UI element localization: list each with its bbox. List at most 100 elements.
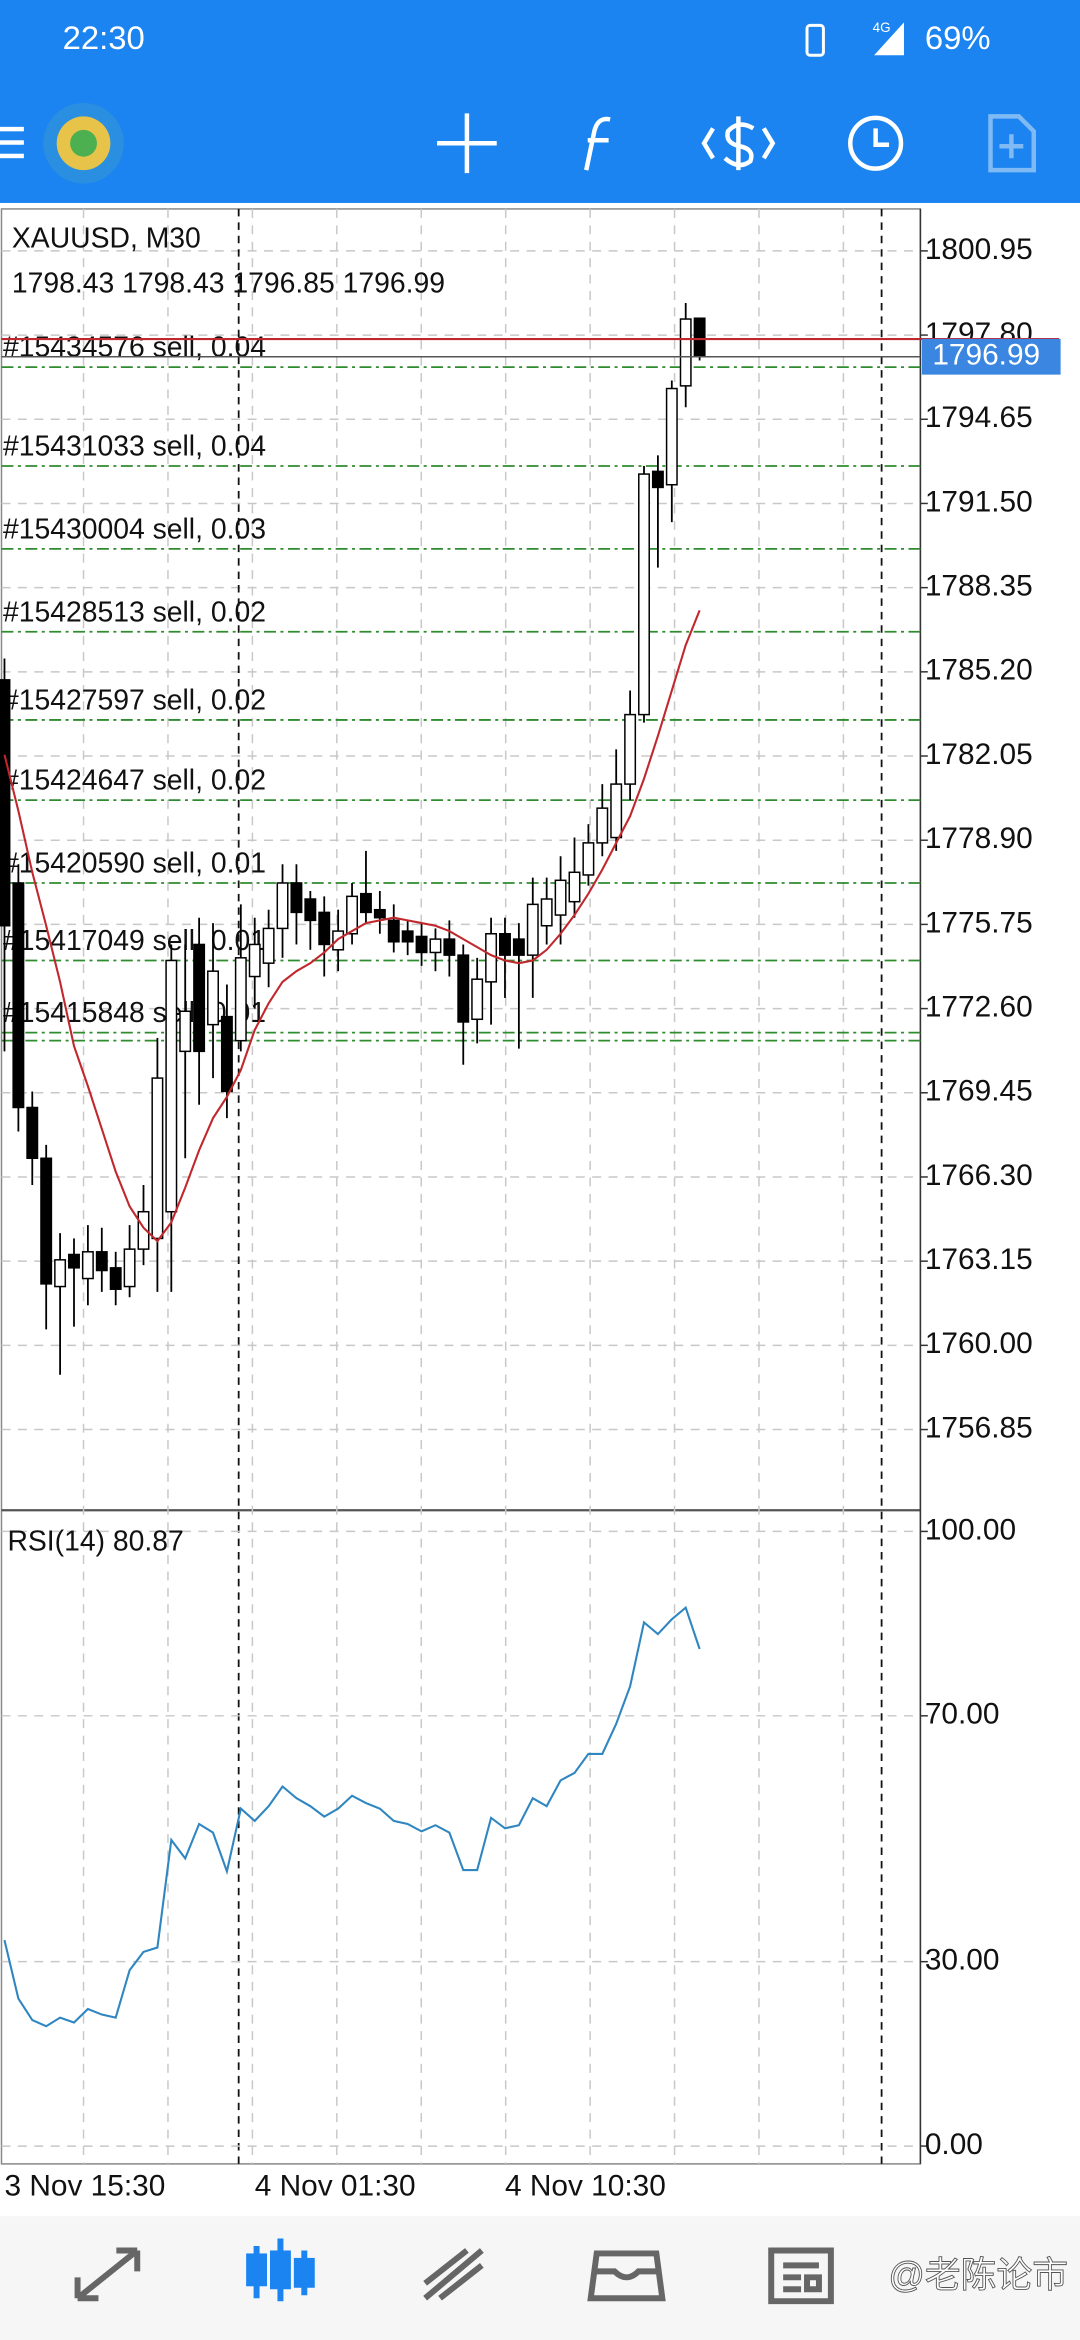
history-tab[interactable] bbox=[587, 2250, 666, 2302]
order-label: #15424647 sell, 0.02 bbox=[3, 765, 266, 797]
order-label: #15430004 sell, 0.03 bbox=[3, 513, 266, 545]
candle-body bbox=[499, 933, 511, 956]
moving-average-line bbox=[3, 609, 701, 1243]
ohlc-readout: 1798.43 1798.43 1796.85 1796.99 bbox=[12, 268, 445, 300]
order-label: #15431033 sell, 0.04 bbox=[3, 431, 266, 463]
candle-body bbox=[276, 882, 289, 930]
watermark: @老陈论市 bbox=[889, 2255, 1068, 2295]
candle-body bbox=[512, 938, 525, 956]
trade-tab[interactable] bbox=[423, 2248, 484, 2301]
candle-body bbox=[582, 842, 595, 876]
y-tick-label: 1782.05 bbox=[925, 738, 1033, 771]
candle-body bbox=[429, 938, 442, 954]
y-tick-label: 1769.45 bbox=[925, 1075, 1033, 1108]
y-tick-label: 1788.35 bbox=[925, 570, 1033, 603]
candle-body bbox=[318, 911, 331, 946]
candle-body bbox=[346, 895, 359, 935]
candle-body bbox=[443, 938, 456, 956]
crosshair-button[interactable] bbox=[437, 113, 497, 174]
y-tick-label: 1756.85 bbox=[925, 1411, 1033, 1444]
new-order-button[interactable] bbox=[988, 114, 1036, 173]
candle-body bbox=[123, 1248, 136, 1288]
candle-body bbox=[485, 933, 498, 983]
candle-body bbox=[651, 470, 664, 489]
candle-body bbox=[568, 871, 581, 903]
candle-body bbox=[373, 908, 386, 919]
chart-frame bbox=[0, 208, 922, 2165]
price-label: 1796.99 bbox=[932, 339, 1040, 372]
order-label: #15420590 sell, 0.01 bbox=[3, 848, 266, 880]
candle-body bbox=[179, 1010, 192, 1053]
candle-body bbox=[471, 978, 484, 1021]
candle-body bbox=[151, 1077, 164, 1240]
order-label: #15427597 sell, 0.02 bbox=[3, 685, 266, 717]
candle-body bbox=[12, 882, 25, 1109]
candle-body bbox=[679, 318, 692, 387]
x-tick-label: 4 Nov 01:30 bbox=[255, 2170, 416, 2203]
candle-body bbox=[109, 1267, 122, 1290]
candle-body bbox=[401, 930, 414, 943]
rsi-line bbox=[3, 1605, 701, 2028]
candle-body bbox=[68, 1253, 80, 1269]
app-bar bbox=[0, 0, 1080, 203]
y-tick-label: 100.00 bbox=[925, 1513, 1016, 1546]
candle-body bbox=[95, 1251, 108, 1272]
chart-title: RSI(14) 80.87 bbox=[7, 1526, 183, 1558]
candle-body bbox=[693, 317, 706, 358]
y-tick-label: 1772.60 bbox=[925, 990, 1033, 1023]
news-tab[interactable] bbox=[768, 2247, 834, 2305]
candle-body bbox=[359, 892, 372, 914]
candle-body bbox=[665, 387, 678, 486]
candle-body bbox=[290, 882, 303, 914]
x-tick-label: 4 Nov 10:30 bbox=[505, 2170, 666, 2203]
candle-body bbox=[193, 943, 206, 1053]
candle-body bbox=[415, 935, 428, 954]
candle-body bbox=[304, 898, 317, 922]
y-tick-label: 70.00 bbox=[925, 1698, 1000, 1731]
network-type: 4G bbox=[873, 20, 891, 35]
y-tick-label: 1785.20 bbox=[925, 654, 1033, 687]
y-tick-label: 30.00 bbox=[925, 1944, 1000, 1977]
order-label: #15417049 sell, 0.01 bbox=[3, 925, 266, 957]
y-tick-label: 1766.30 bbox=[925, 1159, 1033, 1192]
candle-body bbox=[387, 919, 400, 943]
candle-body bbox=[40, 1157, 53, 1285]
y-tick-label: 0.00 bbox=[925, 2128, 983, 2161]
menu-button[interactable] bbox=[0, 126, 24, 159]
timeframe-button[interactable] bbox=[848, 115, 904, 171]
candle-body bbox=[0, 679, 11, 927]
y-tick-label: 1775.75 bbox=[925, 906, 1033, 939]
battery-level: 69% bbox=[925, 19, 991, 56]
y-tick-label: 1794.65 bbox=[925, 401, 1033, 434]
app-logo[interactable] bbox=[43, 102, 124, 184]
y-tick-label: 1760.00 bbox=[925, 1327, 1033, 1360]
candle-body bbox=[596, 807, 609, 844]
y-tick-label: 1800.95 bbox=[925, 233, 1033, 266]
symbol-button[interactable] bbox=[701, 116, 776, 171]
y-tick-label: 1763.15 bbox=[925, 1243, 1033, 1276]
candle-body bbox=[610, 783, 623, 839]
candle-body bbox=[54, 1259, 67, 1288]
candle-body bbox=[81, 1251, 94, 1280]
candle-body bbox=[248, 943, 261, 978]
chart-tab[interactable] bbox=[246, 2238, 315, 2302]
status-time: 22:30 bbox=[63, 19, 145, 56]
quotes-tab[interactable] bbox=[74, 2247, 141, 2302]
candle-body bbox=[526, 903, 539, 956]
candle-body bbox=[457, 954, 470, 1023]
candle-body bbox=[262, 927, 275, 964]
y-tick-label: 1791.50 bbox=[925, 485, 1033, 518]
candle-body bbox=[234, 957, 247, 1042]
order-label: #15428513 sell, 0.02 bbox=[3, 596, 266, 628]
chart-title: XAUUSD, M30 bbox=[12, 223, 201, 255]
price-label-box bbox=[921, 338, 1061, 375]
vibrate-icon bbox=[805, 23, 825, 57]
candle-body bbox=[540, 898, 553, 927]
candle-body bbox=[207, 970, 219, 1026]
y-tick-label: 1778.90 bbox=[925, 822, 1033, 855]
x-tick-label: 3 Nov 15:30 bbox=[4, 2170, 165, 2203]
indicators-button[interactable] bbox=[584, 116, 611, 171]
candle-body bbox=[165, 959, 178, 1213]
